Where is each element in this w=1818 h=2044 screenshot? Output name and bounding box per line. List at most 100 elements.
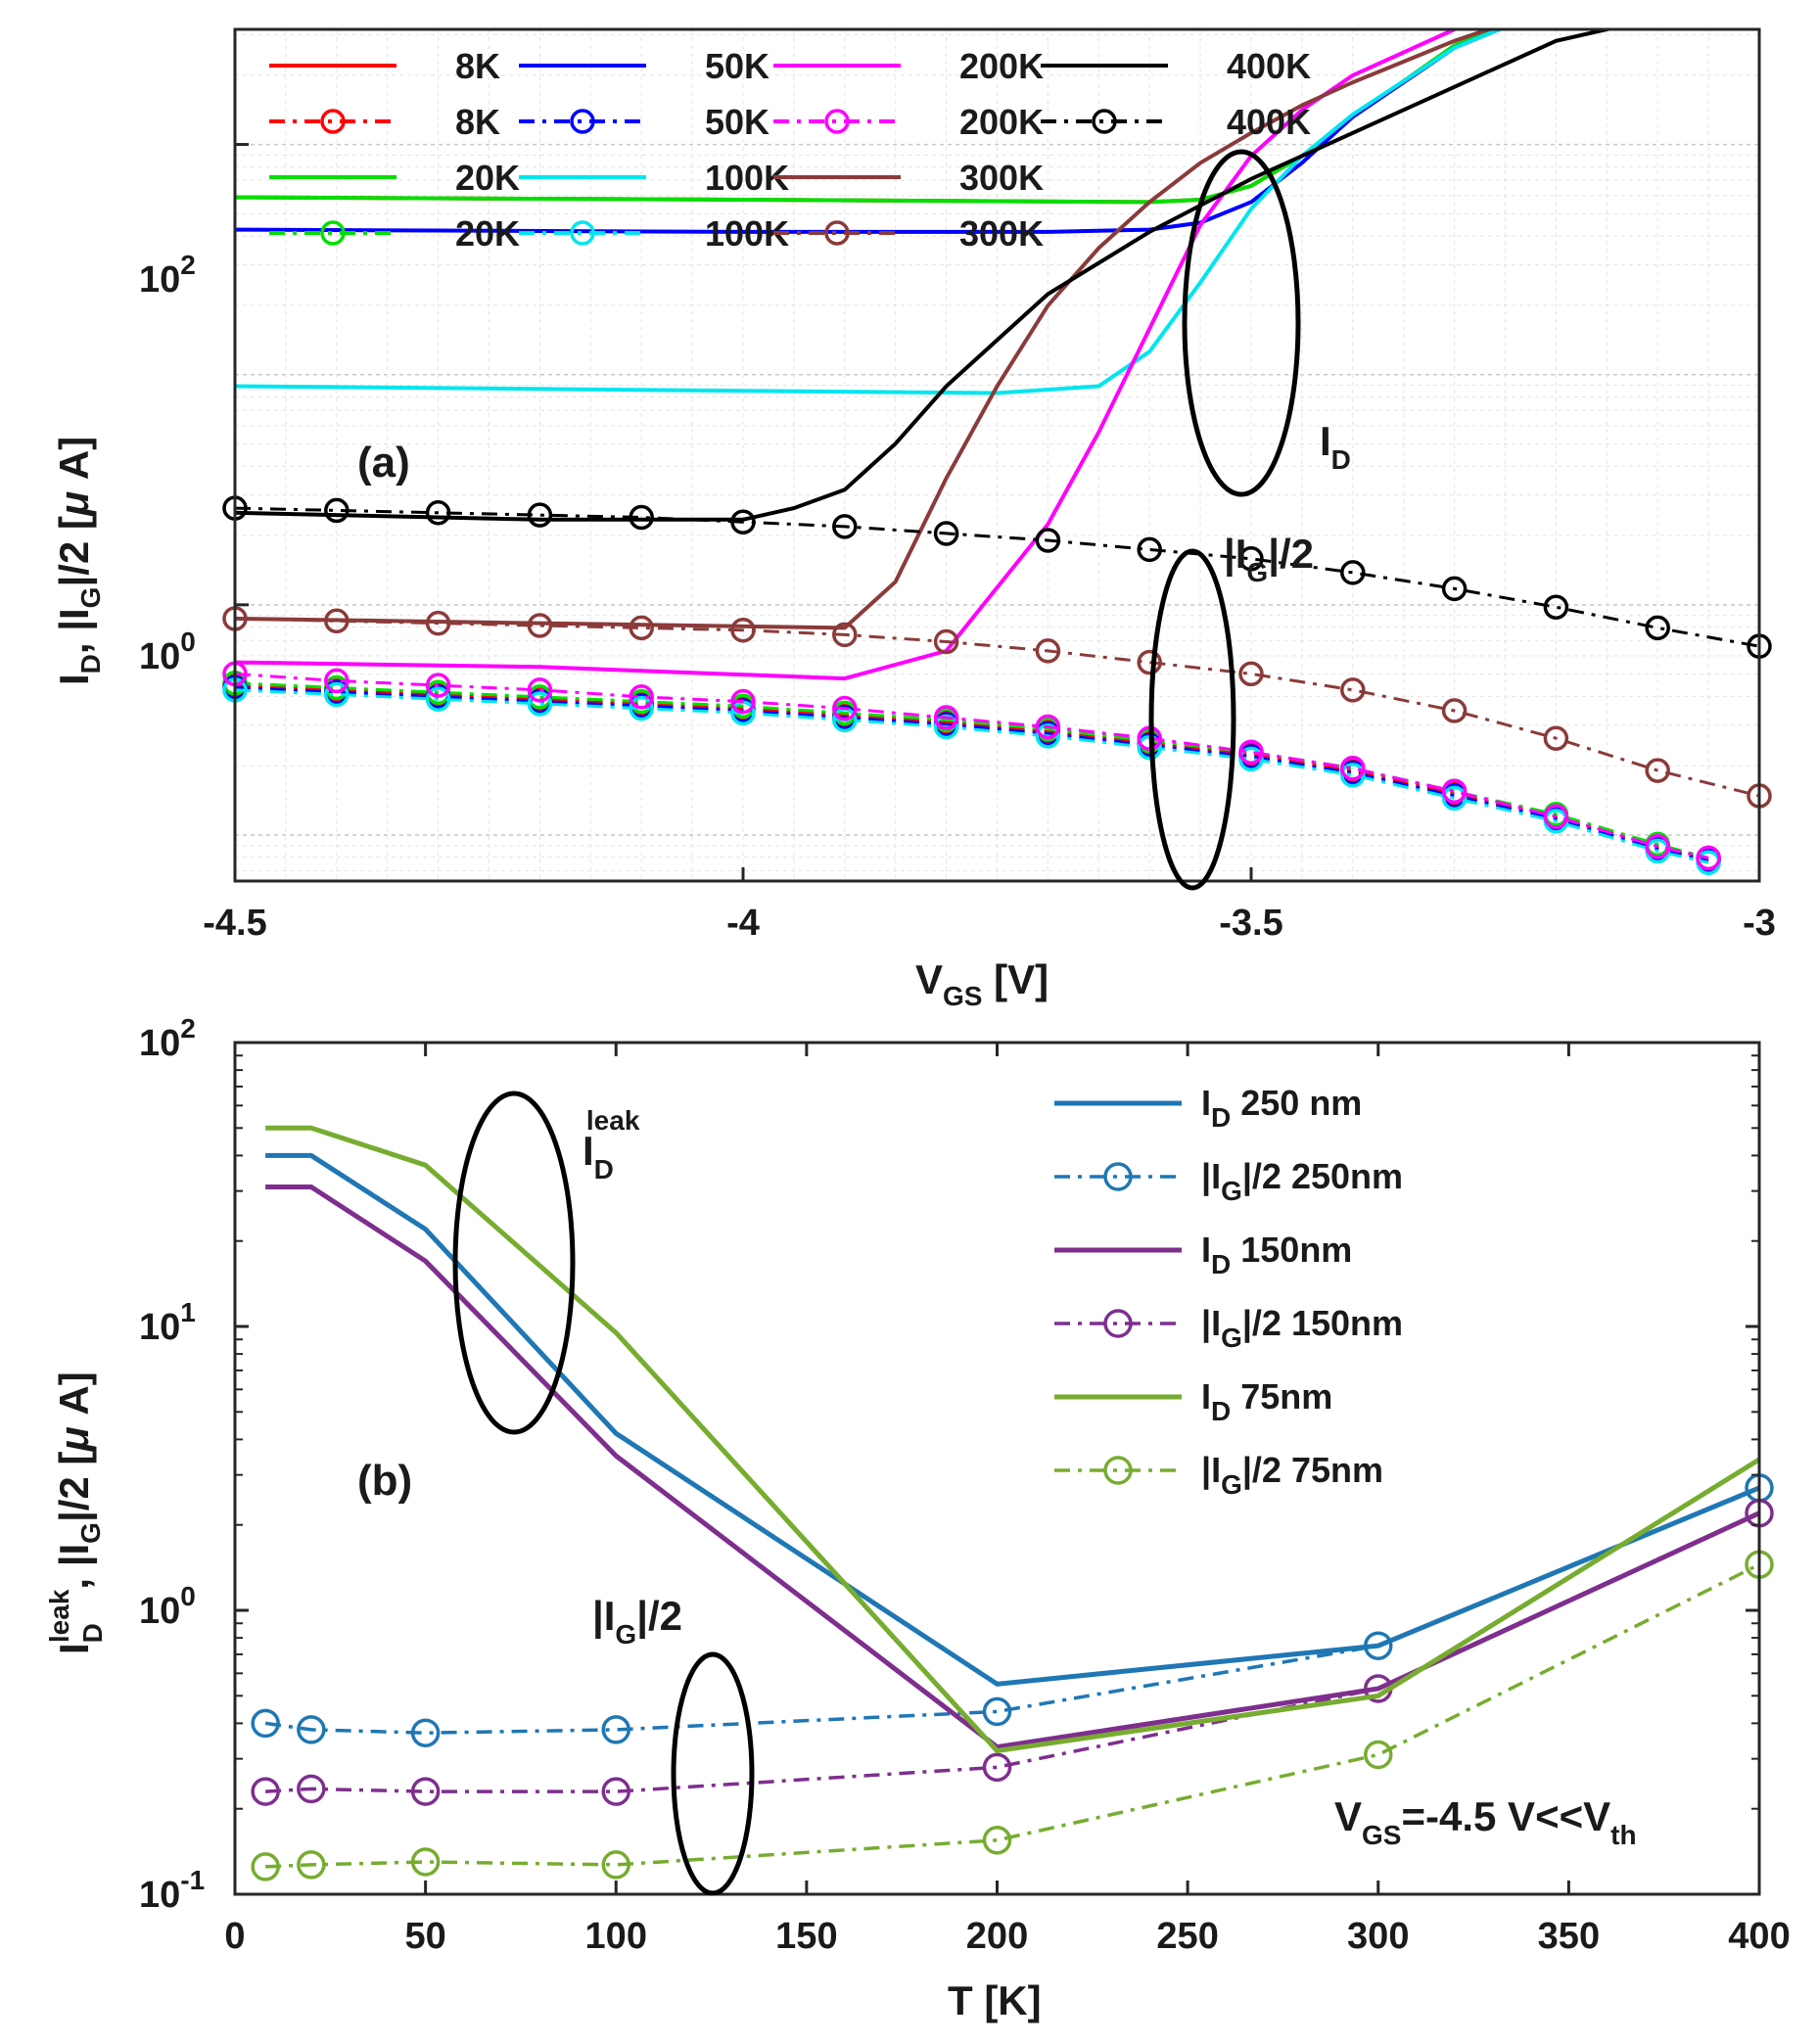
panel-b-legend: ID 250 nm |IG|/2 250nm ID 150nm |IG|/2 150n… xyxy=(1054,1083,1403,1500)
panel-a-data-point xyxy=(629,504,654,531)
panel-a-data-point xyxy=(1238,739,1264,766)
panel-a-legend-entry: 200K xyxy=(773,102,1044,142)
panel-a-xtick-label: -4.5 xyxy=(203,903,266,944)
panel-a-data-point xyxy=(629,695,654,721)
panel-a-legend-label: 20K xyxy=(455,213,520,254)
panel-b-data-point xyxy=(410,1777,441,1806)
panel-a-id-ellipse xyxy=(1182,149,1301,497)
panel-b-legend-marker xyxy=(1103,1309,1133,1338)
panel-a-data-point xyxy=(1035,723,1061,749)
panel-a-data-point xyxy=(933,714,959,740)
panel-a-data-point xyxy=(1035,714,1061,740)
panel-b-series xyxy=(251,1125,1774,1881)
panel-b-legend-label: |IG|/2 75nm xyxy=(1201,1450,1383,1500)
panel-a-ytick-label: 102 xyxy=(139,250,196,301)
panel-a-legend-label: 200K xyxy=(959,102,1044,142)
panel-a-data-point xyxy=(730,509,756,534)
panel-a-legend-label: 400K xyxy=(1227,46,1311,86)
panel-a-series-line xyxy=(235,686,1709,862)
panel-b-ytick-label: 100 xyxy=(139,1581,196,1632)
panel-a-data-point xyxy=(832,695,858,721)
panel-b-data-point xyxy=(251,1777,280,1806)
panel-a-data-point xyxy=(1645,758,1670,783)
panel-b-data-point xyxy=(982,1826,1012,1855)
panel-a-legend-marker xyxy=(1092,109,1117,134)
panel-a-data-point xyxy=(1035,528,1061,553)
panel-a-ig-annotation: |IG|/2 xyxy=(1224,531,1314,587)
panel-b-data-point xyxy=(1364,1631,1393,1660)
panel-a-legend-entry: 8K xyxy=(269,46,500,86)
panel-a-data-point xyxy=(832,514,858,539)
panel-b-legend-entry: ID 250 nm xyxy=(1054,1083,1362,1133)
panel-a-legend-entry: 300K xyxy=(773,213,1044,254)
panel-b-ticks xyxy=(233,1043,1761,1896)
panel-b-xtick-label: 0 xyxy=(224,1916,245,1957)
panel-a-data-point xyxy=(1035,638,1061,664)
panel-b-id-leak-annotation: IDleak xyxy=(583,1105,640,1185)
panel-a-legend-entry: 300K xyxy=(773,158,1044,198)
panel-a-xtick-label: -3 xyxy=(1743,903,1776,944)
panel-a-legend-marker xyxy=(570,109,595,134)
panel-a-data-point xyxy=(1441,576,1468,602)
panel-b-vgs-annotation: VGS=-4.5 V<<Vth xyxy=(1334,1793,1637,1850)
panel-a-data-point xyxy=(324,608,350,634)
panel-a-y-axis-label: ID, |IG|/2 [μ A] xyxy=(51,437,106,685)
panel-b-data-point xyxy=(410,1847,441,1877)
panel-b-x-tick-labels: 0 50 100 150 200 250 300 350 400 xyxy=(224,1916,1790,1957)
panel-a-legend-marker xyxy=(824,220,850,246)
panel-a-legend-marker xyxy=(824,109,850,134)
panel-b-data-point xyxy=(251,1852,280,1881)
panel-b-data-point xyxy=(601,1715,630,1744)
panel-a-data-point xyxy=(1238,661,1264,687)
panel-a-data-point xyxy=(1137,649,1162,675)
panel-b-legend-marker xyxy=(1103,1162,1133,1191)
panel-b-xtick-label: 50 xyxy=(404,1916,445,1957)
panel-a-data-point xyxy=(1340,560,1366,585)
panel-a-grid xyxy=(234,29,1759,881)
panel-a-data-point xyxy=(527,502,553,528)
panel-a-data-point xyxy=(1340,763,1366,788)
panel-b-x-axis-label: T [K] xyxy=(948,1977,1042,2023)
panel-b-series-line xyxy=(265,1562,1759,1869)
panel-a-data-point xyxy=(933,705,959,730)
panel-a-legend-marker xyxy=(320,109,346,134)
panel-a-data-point xyxy=(425,500,451,526)
panel-b-series-line xyxy=(264,1511,1759,1793)
panel-a-series-line xyxy=(235,29,1462,681)
panel-a-data-point xyxy=(527,691,553,717)
panel-b-xtick-label: 250 xyxy=(1156,1916,1218,1957)
panel-a-chart: -4.5 -4 -3.5 -3 102 100 VGS [V] ID, |IG|/2 … xyxy=(51,27,1776,1011)
panel-a-data-point xyxy=(527,613,553,638)
panel-a-data-point xyxy=(730,617,756,643)
panel-b-legend-label: |IG|/2 150nm xyxy=(1201,1303,1403,1353)
panel-b-legend-label: ID 150nm xyxy=(1201,1230,1352,1279)
panel-a-data-point xyxy=(1137,536,1162,563)
panel-a-legend-label: 50K xyxy=(705,46,769,86)
panel-b-data-point xyxy=(297,1850,326,1880)
panel-a-legend-entry: 50K xyxy=(519,102,769,142)
panel-a-data-point xyxy=(629,615,654,641)
panel-b-xtick-label: 400 xyxy=(1728,1916,1790,1957)
panel-a-legend-entry: 8K xyxy=(269,102,500,142)
panel-b-data-point xyxy=(251,1708,280,1739)
panel-a-data-point xyxy=(1645,833,1670,859)
panel-a-legend: 8K8K20K20K50K50K100K100K200K200K300K300K… xyxy=(269,46,1311,254)
panel-a-data-point xyxy=(1543,725,1569,751)
panel-a-data-point xyxy=(1696,845,1721,871)
panel-a-series-line xyxy=(235,672,1709,859)
panel-a-legend-label: 400K xyxy=(1227,102,1311,142)
panel-a-data-point xyxy=(425,610,451,636)
panel-b-series-line xyxy=(265,1125,1759,1754)
panel-a-legend-marker xyxy=(570,220,595,246)
panel-b-series-line xyxy=(265,1185,1759,1750)
panel-b-xtick-label: 200 xyxy=(966,1916,1028,1957)
panel-a-data-point xyxy=(527,677,553,703)
panel-a-data-point xyxy=(324,681,350,708)
panel-a-xtick-label: -4 xyxy=(726,903,760,944)
panel-b-legend-entry: |IG|/2 150nm xyxy=(1054,1303,1403,1353)
panel-b-data-point xyxy=(982,1696,1012,1727)
panel-a-data-point xyxy=(933,521,959,546)
panel-a-series-line xyxy=(235,688,1709,864)
panel-a-data-point xyxy=(1238,746,1264,772)
